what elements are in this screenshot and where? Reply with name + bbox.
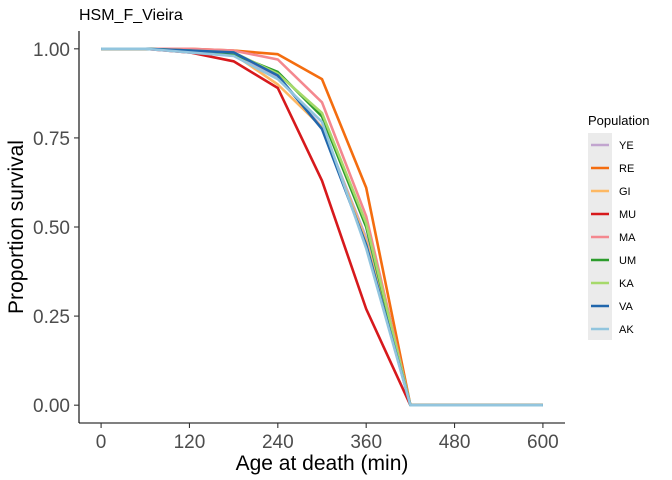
x-axis-title: Age at death (min) <box>236 452 409 475</box>
legend-label-ma: MA <box>619 232 636 244</box>
chart-title: HSM_F_Vieira <box>79 7 183 24</box>
series-line-ma <box>101 47 543 407</box>
x-tick-label: 240 <box>262 432 294 453</box>
y-tick-label: 0.00 <box>33 396 70 417</box>
x-axis-ticks: 0 120 240 360 480 600 <box>96 423 559 453</box>
x-tick-label: 480 <box>439 432 471 453</box>
legend-label-va: VA <box>619 301 634 313</box>
y-tick-label: 0.50 <box>33 218 70 239</box>
legend-label-ka: KA <box>619 278 634 290</box>
y-axis-title: Proportion survival <box>5 140 28 314</box>
legend-label-mu: MU <box>619 209 636 221</box>
y-axis-ticks: 0.00 0.25 0.50 0.75 1.00 <box>33 40 79 417</box>
series-line-ak <box>101 47 543 407</box>
legend-label-gi: GI <box>619 186 631 198</box>
y-tick-label: 1.00 <box>33 40 70 61</box>
legend: Population YE RE GI MU MA UM KA VA AK <box>588 113 649 340</box>
legend-title: Population <box>588 113 649 128</box>
legend-label-um: UM <box>619 255 636 267</box>
y-tick-label: 0.25 <box>33 307 70 328</box>
x-tick-label: 0 <box>96 432 107 453</box>
legend-label-ak: AK <box>619 324 634 336</box>
plot-area <box>101 47 543 407</box>
legend-label-re: RE <box>619 163 634 175</box>
x-tick-label: 120 <box>174 432 206 453</box>
x-tick-label: 360 <box>350 432 382 453</box>
x-tick-label: 600 <box>527 432 559 453</box>
legend-label-ye: YE <box>619 140 634 152</box>
y-tick-label: 0.75 <box>33 129 70 150</box>
